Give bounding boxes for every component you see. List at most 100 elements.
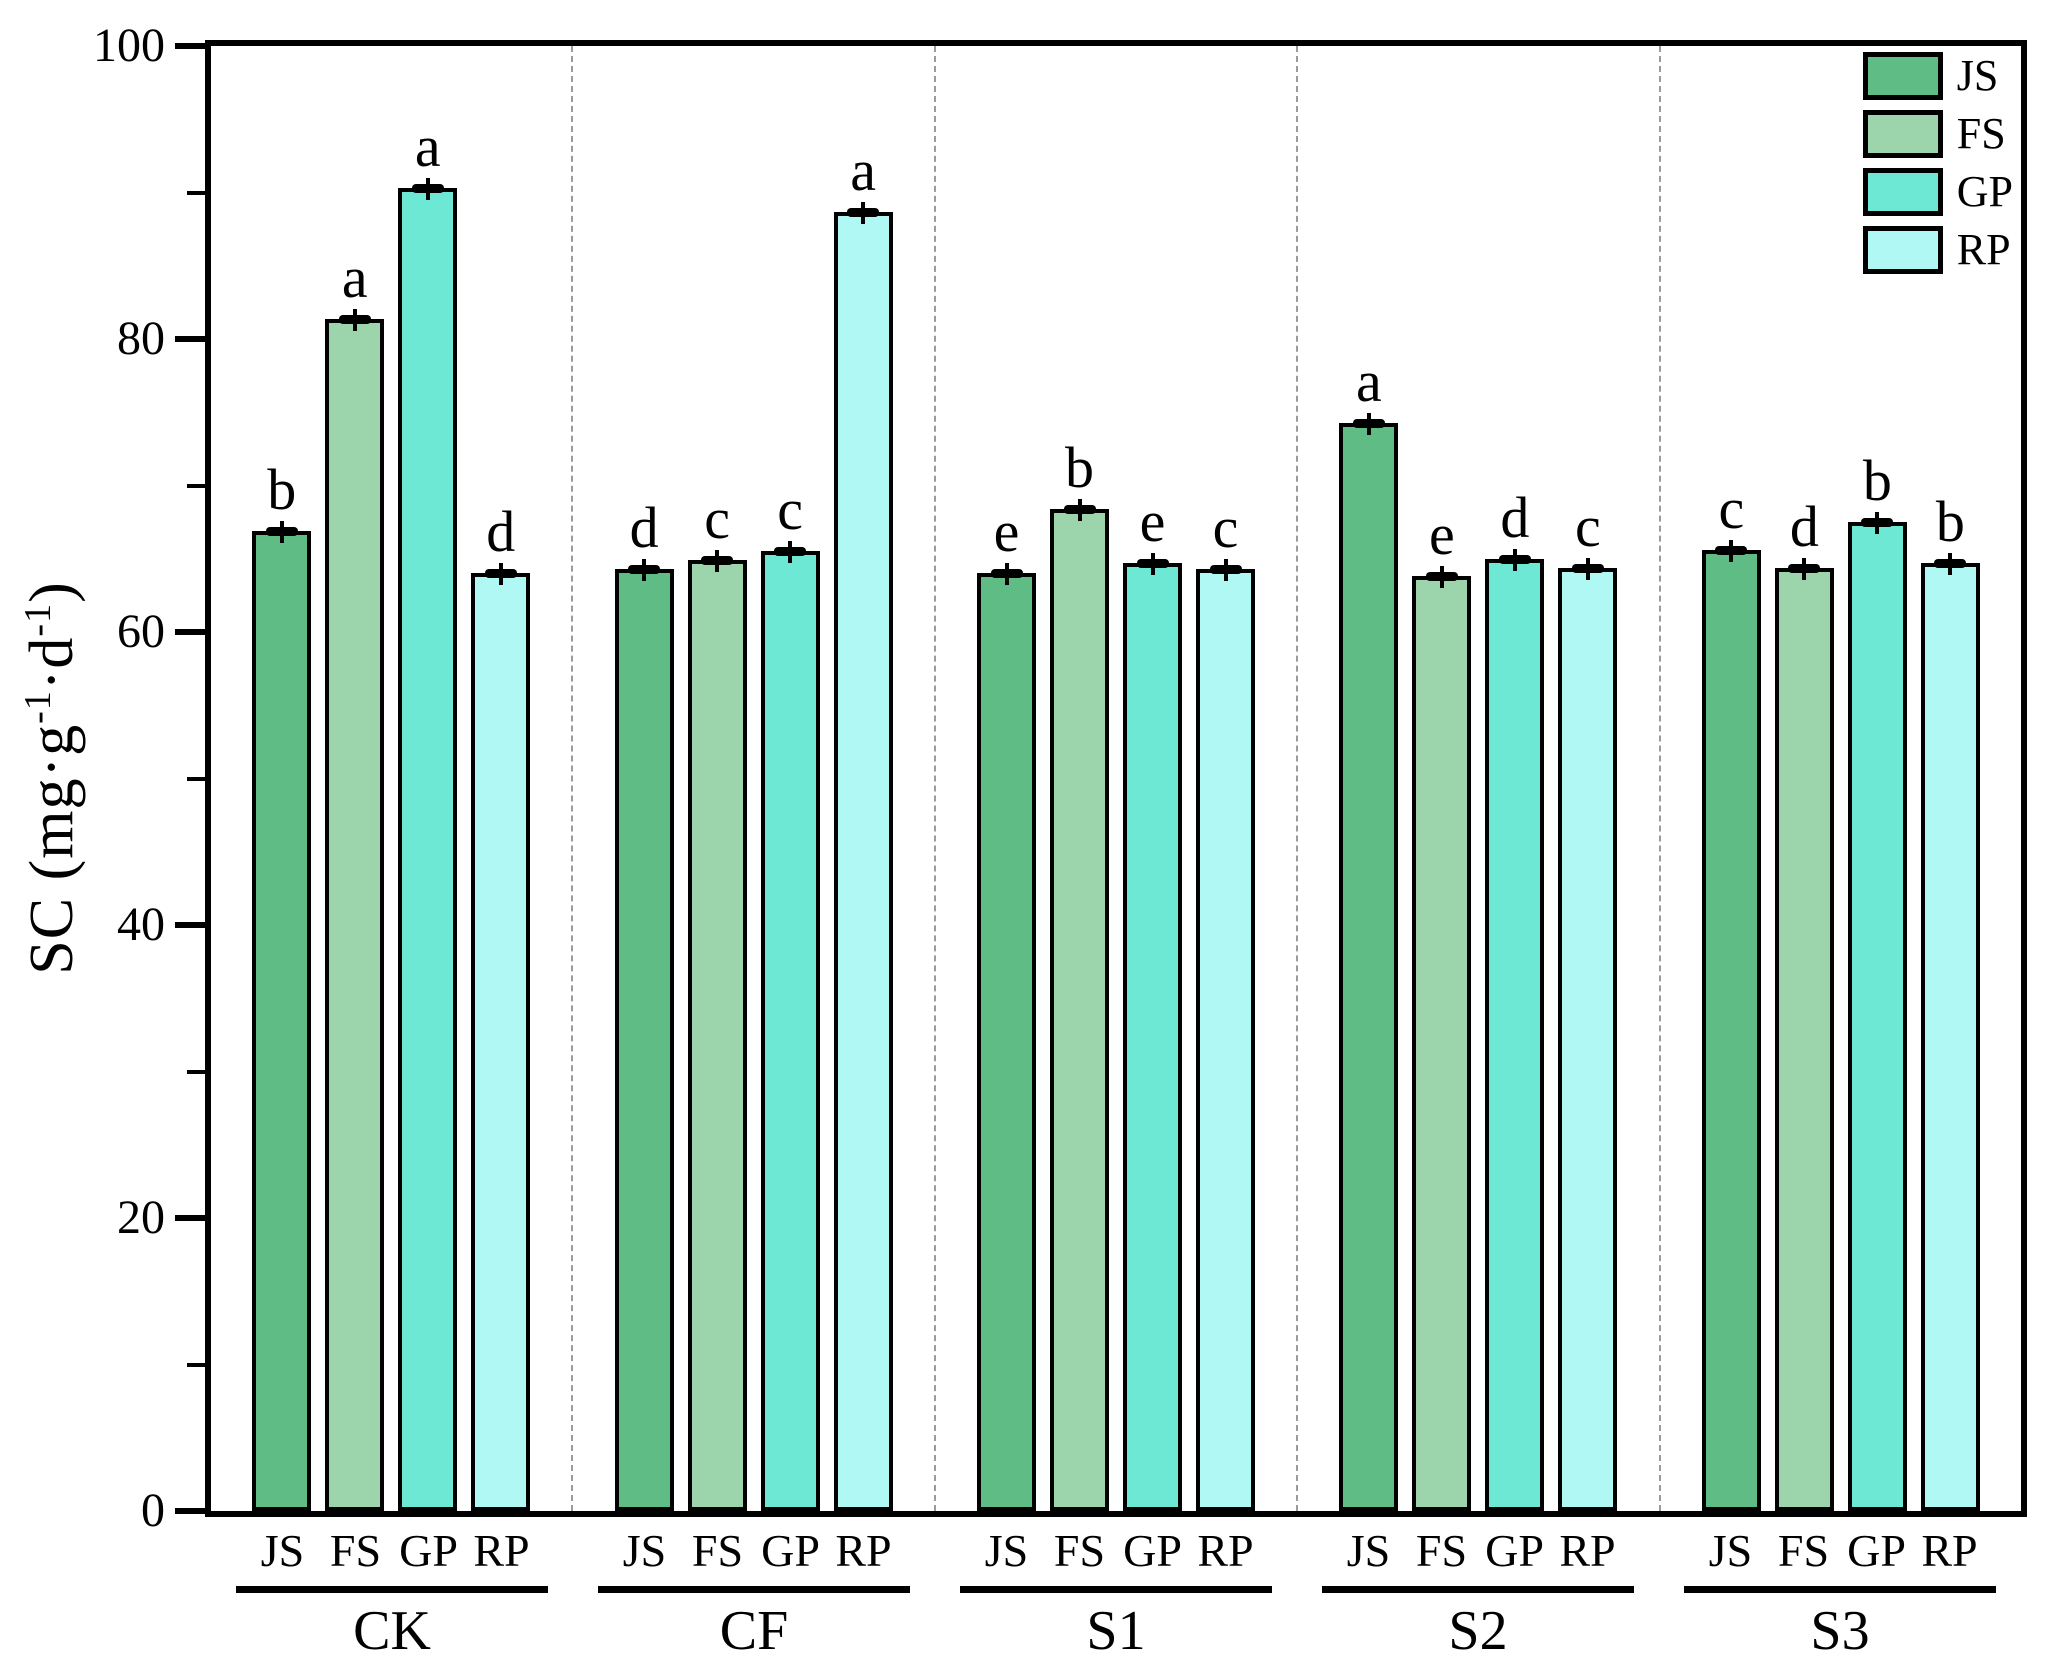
sublabel-gp: GP [1485, 1525, 1544, 1576]
sublabel-fs: FS [329, 1525, 382, 1576]
group-underline [1322, 1586, 1634, 1593]
error-bar-cap [628, 565, 661, 575]
y-major-tick [175, 43, 205, 49]
error-bar-cap [265, 526, 298, 536]
bar-s2-rp: c [1558, 497, 1618, 1511]
group-underline [1684, 1586, 1996, 1593]
bar-sublabels: JS FS GP RP [1339, 1528, 1617, 1574]
sublabel-fs: FS [1415, 1525, 1468, 1576]
bar-cf-gp: c [760, 481, 820, 1511]
error-bar-cap [990, 569, 1023, 579]
bar-sublabels: JS FS GP RP [253, 1528, 531, 1574]
legend-label: GP [1956, 167, 2013, 216]
group-label-s1: S1 [1086, 1600, 1146, 1662]
bar-ck-js: b [252, 460, 312, 1511]
bar-s1-rp: c [1196, 499, 1256, 1511]
bar-s2-fs: e [1412, 506, 1472, 1511]
error-bar-cap [1861, 518, 1894, 528]
significance-letter: d [1789, 493, 1819, 559]
x-axis-labels: JS FS GP RP CK JS FS GP RP CF JS FS GP RP S1 JS FS GP RP S2… [211, 1528, 2021, 1659]
y-axis-title-sup1: -1 [17, 690, 60, 724]
error-bar-cap [1136, 559, 1169, 569]
significance-letter: a [850, 137, 876, 203]
sublabel-rp: RP [473, 1525, 530, 1576]
bar-s2-gp: d [1485, 488, 1545, 1511]
significance-letter: a [414, 114, 441, 180]
y-tick-label: 100 [93, 19, 165, 72]
group-underline [236, 1586, 548, 1593]
significance-letter: a [1356, 348, 1382, 414]
error-bar-cap [1934, 559, 1967, 569]
sublabel-rp: RP [1921, 1525, 1978, 1576]
sublabel-js: JS [1708, 1525, 1753, 1576]
sublabel-js: JS [260, 1525, 305, 1576]
y-minor-tick [187, 483, 205, 488]
error-bar-cap [1209, 565, 1242, 575]
significance-letter: c [1575, 493, 1601, 559]
y-tick-label: 80 [117, 312, 165, 365]
bar-s1-fs: b [1050, 438, 1110, 1511]
error-bar-cap [1788, 563, 1821, 573]
y-minor-tick [187, 190, 205, 195]
legend-swatch-gp [1862, 168, 1943, 216]
y-tick-label: 20 [117, 1191, 165, 1244]
sublabel-fs: FS [1777, 1525, 1830, 1576]
significance-letter: b [267, 456, 297, 522]
error-bar-cap [1498, 554, 1531, 564]
error-bar-cap [701, 556, 734, 566]
y-major-tick [175, 629, 205, 635]
legend-swatch-rp [1862, 226, 1943, 274]
significance-letter: e [1429, 502, 1455, 568]
group-underline [960, 1586, 1272, 1593]
error-bar-cap [1715, 545, 1748, 555]
y-tick-label: 60 [117, 605, 165, 658]
error-bar-cap [1352, 418, 1385, 428]
sublabel-js: JS [984, 1525, 1029, 1576]
legend-swatch-js [1862, 52, 1943, 100]
significance-letter: e [993, 499, 1020, 565]
sublabel-fs: FS [1053, 1525, 1106, 1576]
error-bar-cap [338, 314, 371, 324]
sublabel-gp: GP [1123, 1525, 1182, 1576]
significance-letter: c [1212, 495, 1239, 561]
legend-item-rp: RP [1862, 226, 2013, 274]
y-minor-tick [187, 1362, 205, 1367]
significance-letter: b [1065, 434, 1095, 500]
error-bar-cap [484, 569, 517, 579]
error-bar-cap [774, 547, 807, 557]
y-major-tick [175, 1215, 205, 1221]
group-label-s2: S2 [1448, 1600, 1508, 1662]
legend-label: FS [1956, 109, 2006, 158]
bar-s3-fs: d [1774, 497, 1834, 1511]
legend-item-fs: FS [1862, 109, 2013, 158]
bar-s3-gp: b [1847, 452, 1907, 1511]
significance-letter: b [1935, 489, 1965, 555]
legend-swatch-fs [1862, 110, 1943, 158]
bar-s3-rp: b [1920, 493, 1980, 1511]
error-bar-cap [1571, 563, 1604, 573]
sublabel-rp: RP [835, 1525, 892, 1576]
error-bar-cap [411, 184, 444, 194]
group-label-ck: CK [353, 1600, 431, 1662]
bar-sublabels: JS FS GP RP [1701, 1528, 1979, 1574]
x-group-s3: JS FS GP RP S3 [1659, 1528, 2021, 1659]
bar-sublabels: JS FS GP RP [977, 1528, 1255, 1574]
bar-s1-js: e [977, 503, 1037, 1511]
significance-letter: c [1718, 475, 1745, 541]
sublabel-rp: RP [1197, 1525, 1254, 1576]
group-label-s3: S3 [1810, 1600, 1870, 1662]
y-major-tick [175, 922, 205, 928]
bar-ck-rp: d [471, 503, 531, 1511]
error-bar-cap [1063, 504, 1096, 514]
bar-sublabels: JS FS GP RP [615, 1528, 893, 1574]
sublabel-gp: GP [761, 1525, 820, 1576]
bar-cf-rp: a [833, 141, 893, 1511]
legend: JS FS GP RP [1862, 52, 2013, 274]
x-group-cf: JS FS GP RP CF [573, 1528, 935, 1659]
